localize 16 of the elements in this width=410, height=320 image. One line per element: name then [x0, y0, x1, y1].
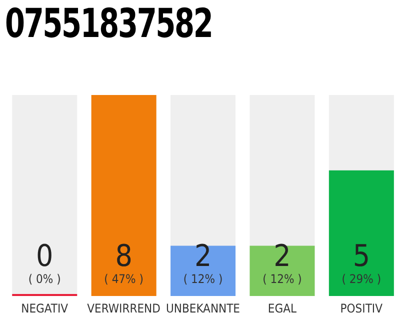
x-tick-label: VERWIRREND — [87, 302, 160, 316]
chart-title: 07551837582 — [5, 0, 212, 48]
annotation: ( 12% ) — [262, 272, 302, 286]
annotation: ( 29% ) — [342, 272, 382, 286]
data-label: 2 — [194, 239, 212, 274]
annotation: ( 0% ) — [28, 272, 61, 286]
x-tick-label: UNBEKANNTE — [166, 302, 240, 316]
annotation: ( 47% ) — [104, 272, 144, 286]
data-label: 5 — [352, 239, 370, 274]
data-label: 8 — [115, 239, 132, 274]
x-tick-label: NEGATIV — [21, 302, 69, 316]
data-label: 2 — [274, 239, 291, 274]
x-tick-label: POSITIV — [340, 302, 384, 316]
annotation: ( 12% ) — [183, 272, 223, 286]
x-tick-label: EGAL — [268, 302, 296, 316]
data-label: 0 — [36, 239, 54, 274]
